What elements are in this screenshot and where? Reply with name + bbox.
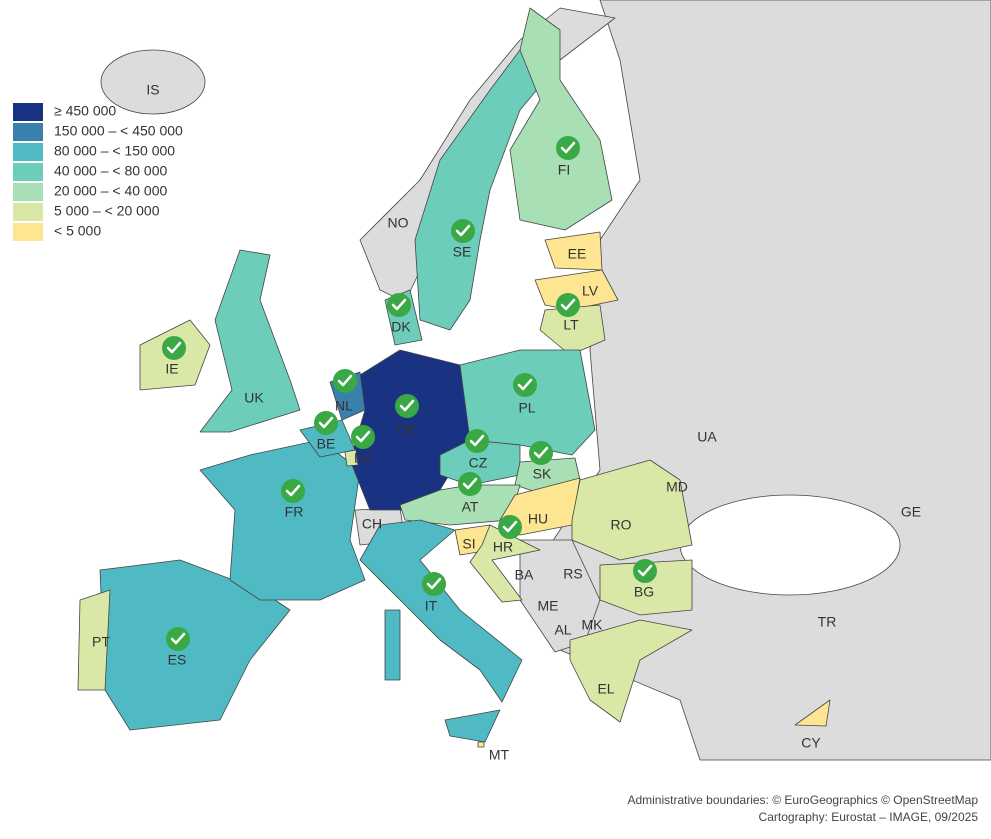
greece	[569, 619, 693, 723]
spain	[99, 559, 291, 731]
legend-swatch	[13, 143, 43, 161]
country-label: LV	[582, 283, 599, 299]
bulgaria	[599, 559, 693, 616]
legend-swatch	[13, 223, 43, 241]
check-icon	[285, 484, 301, 497]
country-label: FI	[558, 162, 570, 178]
malta	[477, 741, 485, 748]
check-icon	[399, 399, 415, 412]
country-label: BG	[634, 584, 654, 600]
country-label: MT	[489, 747, 510, 763]
country-label: HU	[528, 511, 548, 527]
country-label: UK	[244, 390, 264, 406]
country-label: EE	[568, 246, 587, 262]
country-labels: IS NO SE FI EE LV LT DK IE UK NL DE PL BE LU CZ SK UA MD FR…	[92, 82, 921, 763]
sardinia	[384, 609, 401, 681]
country-label: NL	[335, 398, 353, 414]
uk	[199, 249, 301, 433]
country-label: LU	[354, 450, 372, 466]
check-icon	[462, 477, 478, 490]
country-label: EL	[597, 681, 614, 697]
check-icon	[337, 374, 353, 387]
check-icon	[560, 141, 576, 154]
black-sea	[679, 494, 901, 596]
country-label: CH	[362, 516, 382, 532]
luxembourg	[344, 449, 359, 467]
check-icon	[170, 632, 186, 645]
check-icon	[637, 564, 653, 577]
legend-label: ≥ 450 000	[54, 103, 116, 119]
country-label: BE	[317, 436, 336, 452]
country-label: IS	[146, 82, 159, 98]
country-label: MD	[666, 479, 688, 495]
credit: Administrative boundaries: © EuroGeograp…	[627, 793, 978, 807]
check-icon	[469, 434, 485, 447]
country-label: FR	[285, 504, 304, 520]
legend-label: < 5 000	[54, 223, 101, 239]
legend-swatch	[13, 183, 43, 201]
sicily	[444, 709, 501, 743]
latvia	[534, 269, 619, 311]
legend-swatch	[13, 163, 43, 181]
country-label: AT	[462, 499, 479, 515]
country-label: UA	[697, 429, 717, 445]
finland	[509, 7, 613, 231]
italy	[359, 519, 523, 703]
country-label: SE	[453, 244, 472, 260]
legend-label: 40 000 – < 80 000	[54, 163, 167, 179]
legend-label: 80 000 – < 150 000	[54, 143, 175, 159]
country-label: HR	[493, 539, 513, 555]
portugal	[77, 589, 111, 691]
legend-swatch	[13, 103, 43, 121]
legend-swatch	[13, 123, 43, 141]
cyprus	[794, 699, 831, 727]
country-label: PT	[92, 634, 110, 650]
country-label: ES	[168, 652, 187, 668]
sweden	[414, 49, 546, 331]
country-label: LT	[563, 317, 579, 333]
check-icon	[502, 520, 518, 533]
country-label: IE	[165, 361, 178, 377]
credit: Cartography: Eurostat – IMAGE, 09/2025	[759, 810, 979, 824]
country-label: AL	[554, 622, 571, 638]
check-icon	[426, 577, 442, 590]
check-icon	[455, 224, 471, 237]
check-icon	[517, 378, 533, 391]
legend-swatch	[13, 203, 43, 221]
legend-label: 20 000 – < 40 000	[54, 183, 167, 199]
country-label: BA	[515, 567, 534, 583]
country-label: SK	[533, 466, 552, 482]
lithuania	[539, 304, 606, 356]
france	[199, 439, 366, 601]
legend: ≥ 450 000 150 000 – < 450 000 80 000 – < 1…	[13, 103, 183, 241]
romania	[571, 459, 693, 561]
country-label: RS	[563, 566, 582, 582]
country-label: IT	[425, 598, 438, 614]
check-icon	[560, 298, 576, 311]
check-icon	[391, 298, 407, 311]
country-label: DE	[397, 421, 416, 437]
country-label: CY	[801, 735, 821, 751]
country-label: MK	[582, 617, 604, 633]
croatia	[469, 524, 541, 603]
check-icon	[533, 446, 549, 459]
country-label: PL	[518, 400, 535, 416]
check-icon	[166, 341, 182, 354]
check-icon	[318, 416, 334, 429]
legend-label: 5 000 – < 20 000	[54, 203, 160, 219]
country-label: NO	[388, 215, 409, 231]
iceland	[100, 49, 206, 115]
check-icon	[355, 430, 371, 443]
country-label: SI	[462, 536, 475, 552]
legend-label: 150 000 – < 450 000	[54, 123, 183, 139]
country-label: CZ	[469, 455, 488, 471]
country-label: ME	[538, 598, 559, 614]
country-label: TR	[818, 614, 837, 630]
country-label: GE	[901, 504, 921, 520]
country-label: RO	[611, 517, 632, 533]
country-label: DK	[391, 319, 411, 335]
